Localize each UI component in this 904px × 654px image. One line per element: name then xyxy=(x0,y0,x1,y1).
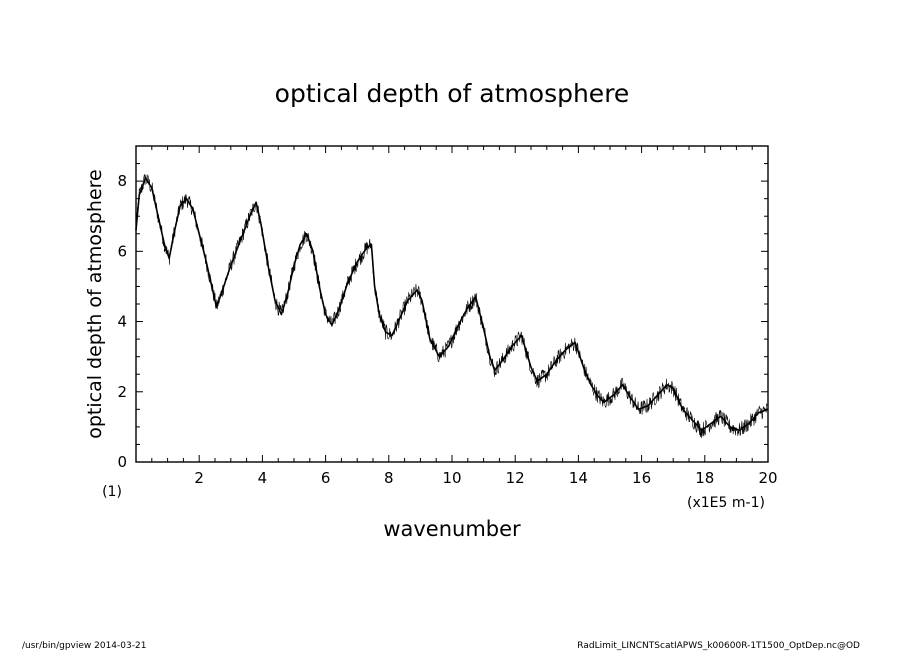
footer-file-info: RadLimit_LINCNTScatIAPWS_k00600R-1T1500_… xyxy=(577,641,860,651)
x-tick-label: 16 xyxy=(632,469,651,487)
y-tick-label: 2 xyxy=(117,383,127,401)
y-tick-label: 0 xyxy=(117,453,127,471)
x-tick-label: 12 xyxy=(506,469,525,487)
series-line xyxy=(135,176,769,432)
plot-frame xyxy=(135,145,769,463)
y-tick-label: 4 xyxy=(117,313,127,331)
y-unit-label: (1) xyxy=(102,484,122,500)
y-axis-title: optical depth of atmosphere xyxy=(84,169,106,439)
x-tick-label: 10 xyxy=(442,469,461,487)
y-tick-label: 6 xyxy=(117,242,127,260)
x-axis-title: wavenumber xyxy=(383,517,521,541)
y-tick-label: 8 xyxy=(117,172,127,190)
x-tick-label: 6 xyxy=(321,469,331,487)
axis-ticks xyxy=(135,145,769,463)
tick-labels: 2 4 6 8 10 12 14 16 18 20 0 2 4 6 8 xyxy=(117,172,777,487)
x-unit-label: (x1E5 m-1) xyxy=(687,495,765,511)
x-tick-label: 14 xyxy=(569,469,588,487)
x-tick-label: 2 xyxy=(194,469,204,487)
series-noise-band xyxy=(135,173,769,439)
footer-program-info: /usr/bin/gpview 2014-03-21 xyxy=(22,641,147,651)
x-tick-label: 20 xyxy=(758,469,777,487)
x-tick-label: 4 xyxy=(258,469,268,487)
chart-title: optical depth of atmosphere xyxy=(275,79,630,108)
x-tick-label: 18 xyxy=(695,469,714,487)
x-tick-label: 8 xyxy=(384,469,394,487)
